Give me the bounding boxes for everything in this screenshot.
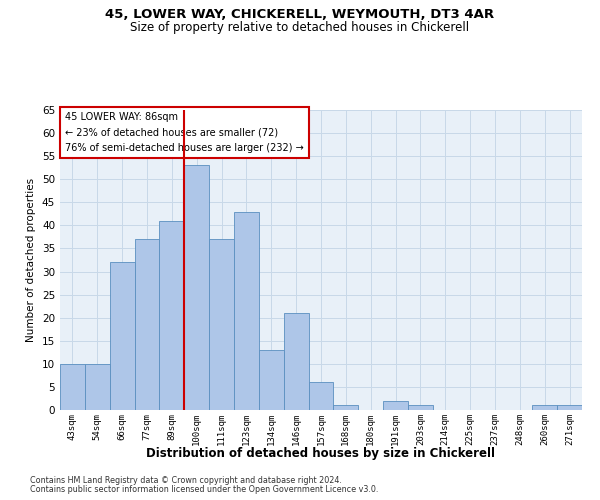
Bar [160, 221, 184, 410]
Y-axis label: Number of detached properties: Number of detached properties [26, 178, 37, 342]
Bar [60, 364, 85, 410]
Text: Contains public sector information licensed under the Open Government Licence v3: Contains public sector information licen… [30, 485, 379, 494]
Bar [408, 406, 433, 410]
Bar [284, 313, 308, 410]
Bar [532, 406, 557, 410]
Text: Contains HM Land Registry data © Crown copyright and database right 2024.: Contains HM Land Registry data © Crown c… [30, 476, 342, 485]
Text: 45, LOWER WAY, CHICKERELL, WEYMOUTH, DT3 4AR: 45, LOWER WAY, CHICKERELL, WEYMOUTH, DT3… [106, 8, 494, 20]
Bar [184, 166, 209, 410]
Text: 45 LOWER WAY: 86sqm
← 23% of detached houses are smaller (72)
76% of semi-detach: 45 LOWER WAY: 86sqm ← 23% of detached ho… [65, 112, 304, 152]
Bar [134, 239, 160, 410]
Bar [557, 406, 582, 410]
Bar [259, 350, 284, 410]
Bar [234, 212, 259, 410]
Bar [110, 262, 134, 410]
Bar [209, 239, 234, 410]
Bar [85, 364, 110, 410]
Bar [308, 382, 334, 410]
Text: Size of property relative to detached houses in Chickerell: Size of property relative to detached ho… [130, 21, 470, 34]
Bar [334, 406, 358, 410]
Text: Distribution of detached houses by size in Chickerell: Distribution of detached houses by size … [146, 448, 496, 460]
Bar [383, 401, 408, 410]
